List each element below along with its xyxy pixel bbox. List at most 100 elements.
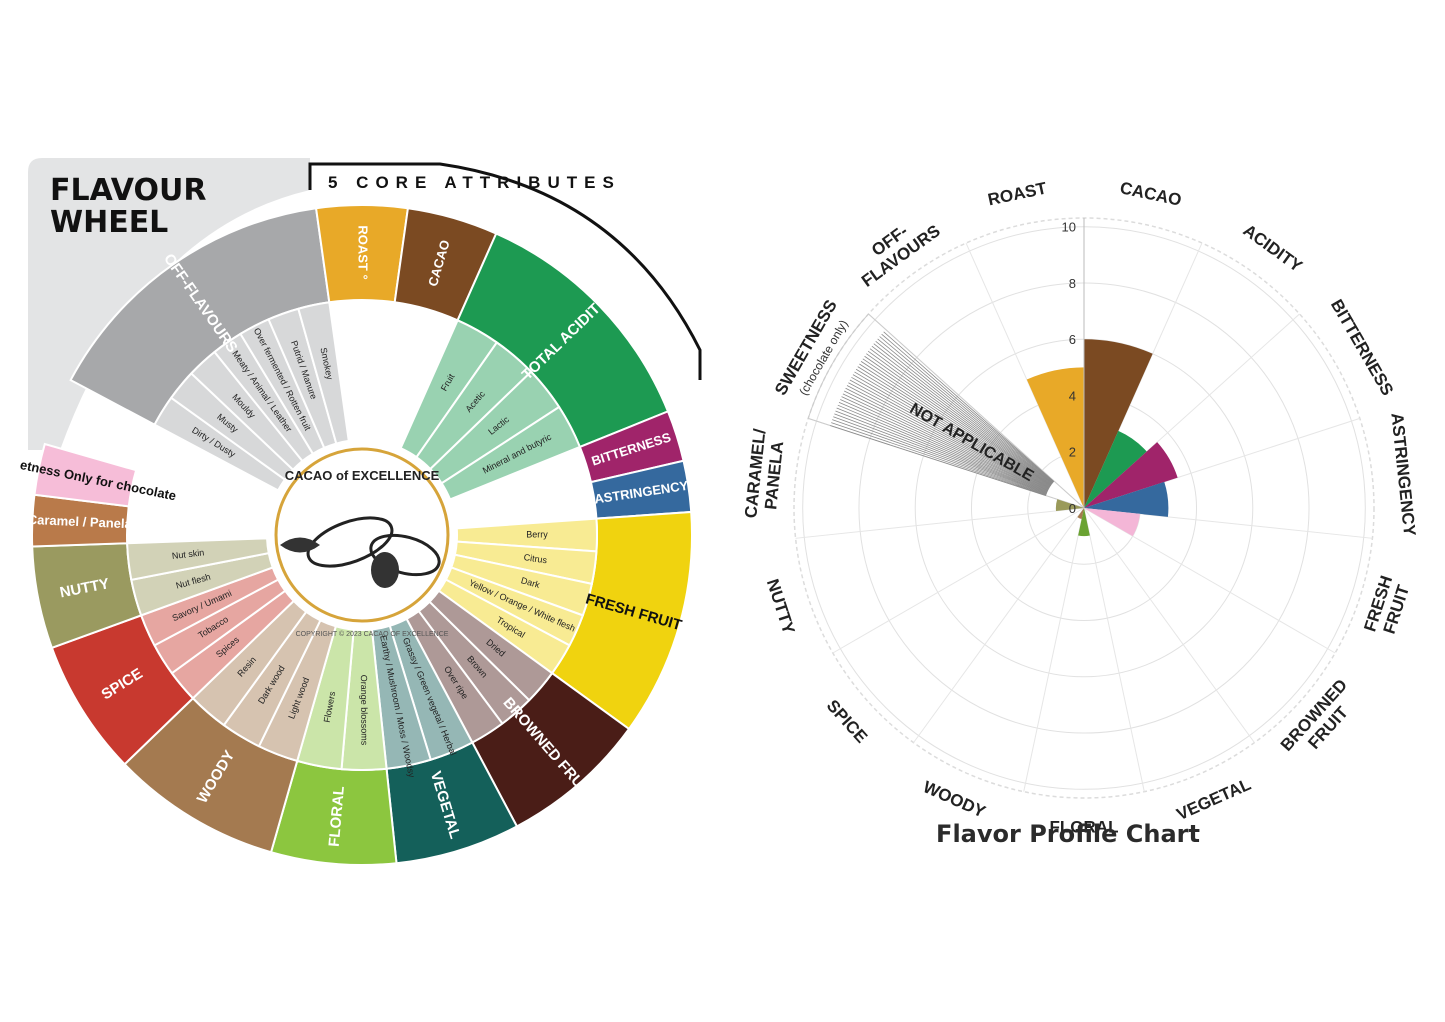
category-label: FRESHFRUIT (1361, 573, 1415, 640)
hatch-line (854, 371, 1050, 488)
hatch-line (831, 422, 1047, 496)
hatch-line (849, 379, 1050, 490)
flavour-wheel: FLAVOUR WHEEL Dirty / DustyMustyMouldyMe… (0, 158, 702, 866)
wheel-header-background (28, 158, 310, 450)
hatch-line (833, 416, 1047, 495)
bar-caramel-panela (1055, 499, 1084, 511)
bar-cacao (1084, 339, 1153, 508)
category-label: SPICE (823, 696, 871, 747)
category-label: VEGETAL (1174, 775, 1254, 825)
bar-roast (1026, 367, 1084, 508)
hatch-line (867, 350, 1052, 485)
hatch-line (855, 368, 1051, 488)
wheel-inner-blank (375, 302, 458, 449)
hatch-line (859, 363, 1051, 487)
flavour-wheel-panel: FLAVOUR WHEEL Dirty / Dusty Musty Mouldy Me… (0, 150, 720, 870)
bar-woody (1077, 508, 1084, 520)
category-label: FLORAL (1050, 817, 1119, 836)
hatch-line (869, 348, 1053, 485)
grid-spoke (913, 507, 1085, 743)
hatch-line (834, 413, 1047, 495)
core-attributes-label: 5 CORE ATTRIBUTES (328, 173, 621, 192)
hatch-line (836, 407, 1048, 494)
hatch-line (840, 399, 1048, 493)
radial-tick-label: 10 (1062, 220, 1076, 235)
hatch-line (873, 343, 1053, 484)
category-label: NUTTY (763, 577, 799, 637)
category-label: CARAMEL/PANELA (742, 428, 789, 521)
hatch-line (860, 361, 1051, 487)
radial-tick-label: 8 (1069, 276, 1076, 291)
bar-floral (1078, 508, 1090, 537)
radial-tick-label: 0 (1069, 501, 1076, 516)
wheel-inner-blank (450, 446, 591, 514)
cacao-pod-icon (280, 516, 441, 588)
hatch-line (851, 376, 1050, 489)
hatch-line (835, 410, 1047, 494)
grid-spoke (1083, 417, 1360, 509)
wheel-category-label: Caramel / Panela (28, 512, 133, 532)
hatch-line (866, 353, 1052, 486)
hatch-line (844, 390, 1049, 491)
hatch-line (832, 419, 1047, 496)
grid-spoke (1083, 507, 1145, 792)
category-label: CACAO (1118, 178, 1183, 210)
hatch-line (881, 333, 1054, 483)
grid-spoke (795, 507, 1085, 539)
hatch-line (845, 387, 1049, 491)
wheel-subcategory-label: Berry (526, 529, 548, 539)
radial-tick-label: 6 (1069, 332, 1076, 347)
core-attributes-banner (308, 162, 702, 380)
hatch-line (837, 404, 1048, 493)
category-label: WOODY (920, 777, 989, 822)
bar-astringency (1084, 481, 1169, 517)
wheel-inner-blank (329, 300, 395, 441)
flavor-profile-panel: NOT APPLICABLE 0 2 4 6 8 10 CACAO ACIDITY BITTE… (722, 172, 1422, 852)
category-label: ASTRINGENCY (1387, 412, 1419, 538)
category-label: OFF-FLAVOURS (847, 206, 944, 291)
flavor-profile-chart: NOT APPLICABLE 0 2 4 6 8 10 CACAO ACIDITY BITTE… (742, 178, 1420, 848)
grid-spoke (1083, 507, 1336, 654)
wheel-title-line2: WHEEL (50, 205, 168, 240)
hatch-line (883, 331, 1055, 482)
hatch-line (838, 401, 1048, 493)
hatch-line (842, 393, 1049, 492)
wheel-category-label: ROAST ° (356, 225, 371, 279)
category-label: ACIDITY (1240, 221, 1307, 277)
bar-acidity (1084, 430, 1147, 508)
wheel-inner-blank (454, 482, 597, 529)
hatch-line (864, 355, 1052, 486)
bar-bitterness (1084, 442, 1178, 508)
category-label: ROAST (986, 178, 1049, 209)
wheel-subcategory-label: Nut skin (171, 547, 204, 561)
wheel-subcategory-label: Citrus (523, 552, 548, 565)
hatch-line (877, 338, 1054, 483)
wheel-title-line1: FLAVOUR (50, 173, 206, 208)
wheel-category-label: FLORAL (326, 785, 348, 847)
hatch-line (857, 366, 1051, 488)
logo-ring (274, 447, 450, 623)
hatch-line (871, 345, 1053, 485)
grid-spoke (832, 507, 1085, 654)
hatch-line (879, 336, 1054, 483)
not-applicable-label: NOT APPLICABLE (907, 400, 1037, 485)
grid-spoke (1083, 313, 1300, 509)
wheel-inner-blank (127, 506, 268, 544)
radial-tick-label: 4 (1069, 388, 1076, 403)
radial-tick-label: 2 (1069, 445, 1076, 460)
wheel-subcategory-label: Orange blossoms (359, 675, 370, 746)
hatch-line (841, 396, 1048, 492)
hatch-line (846, 385, 1049, 490)
hatch-line (830, 425, 1047, 497)
category-label: BITTERNESS (1327, 296, 1397, 399)
chart-bars (1026, 339, 1178, 537)
bar-fresh-fruit (1084, 508, 1140, 537)
chart-title: Flavor Profile Chart (936, 820, 1200, 848)
grid-spoke (1083, 507, 1255, 743)
hatch-line (848, 382, 1049, 490)
hatch-line (862, 358, 1052, 486)
hatch-line (875, 340, 1054, 484)
hatch-line (852, 374, 1050, 489)
wheel-inner-blank (128, 470, 271, 524)
